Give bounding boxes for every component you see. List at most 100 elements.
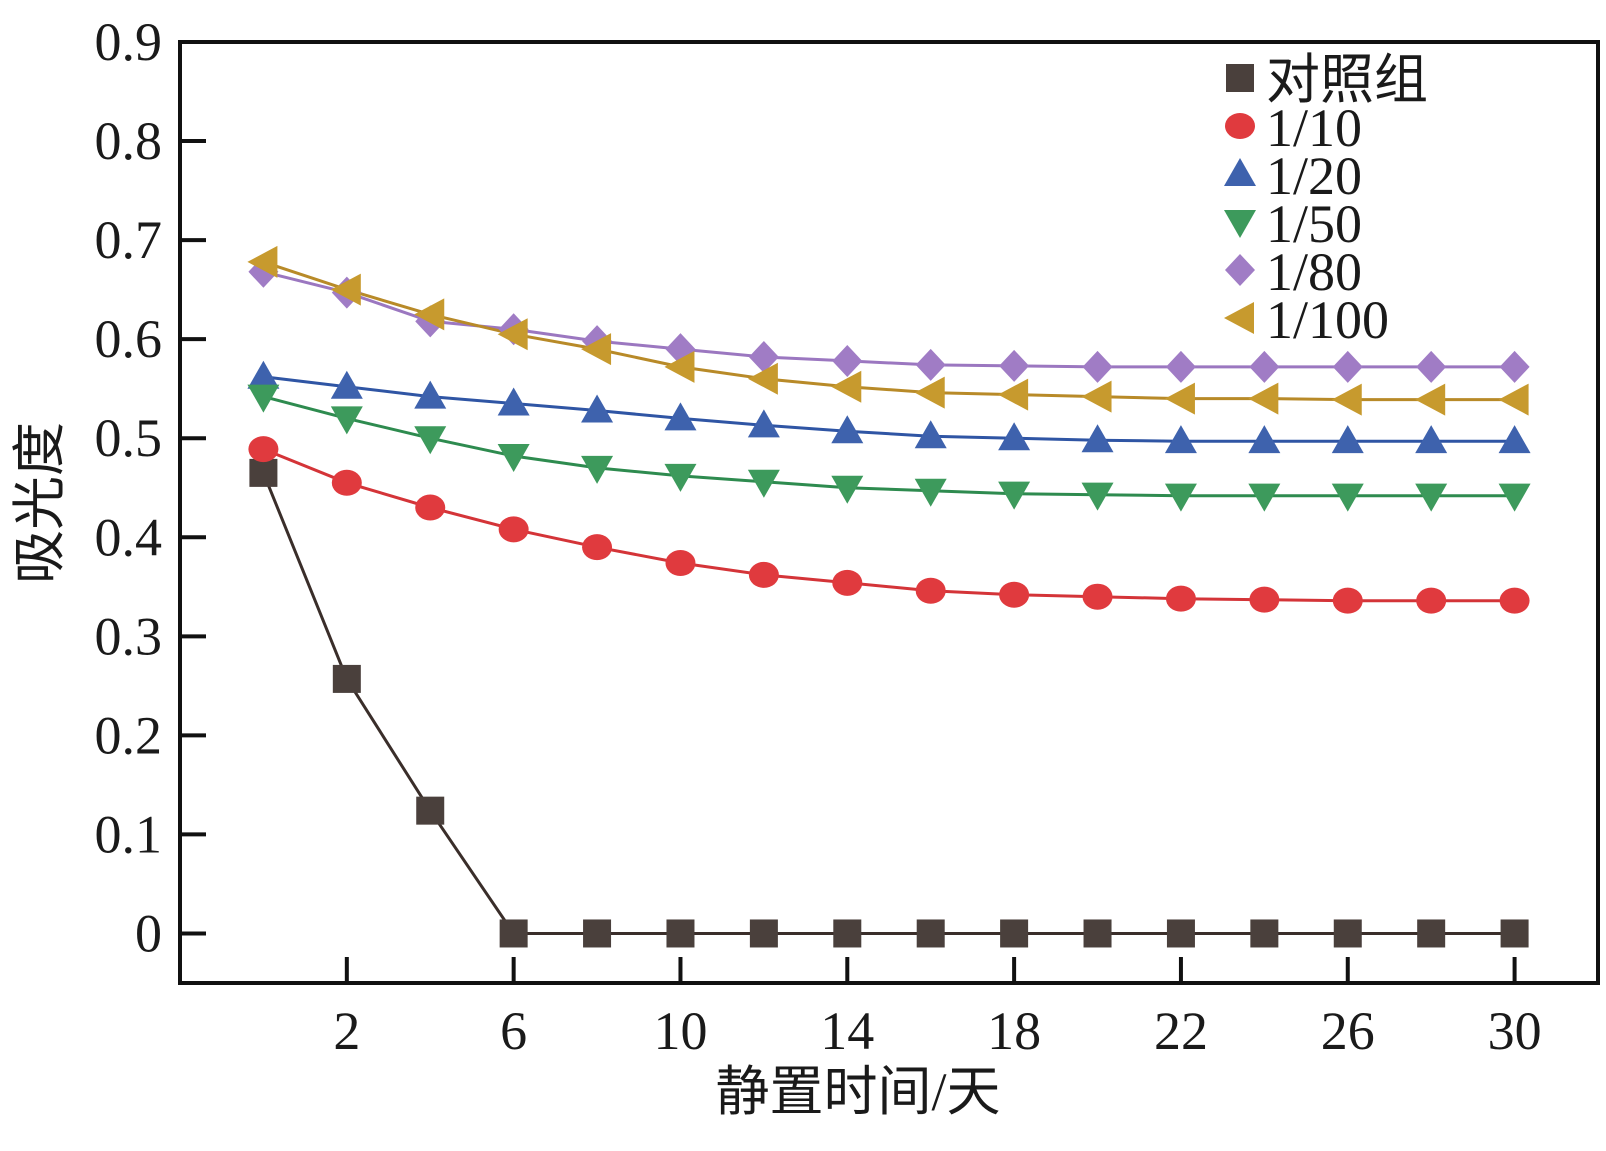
x-tick-label: 14 [820,1001,874,1061]
data-point [416,796,445,825]
data-point [247,360,280,389]
data-point [248,436,279,463]
data-point [1081,424,1114,453]
legend-marker [1224,158,1256,186]
data-point [1164,483,1197,512]
x-tick-label: 22 [1154,1001,1208,1061]
y-tick-label: 0.9 [95,12,163,72]
legend-marker [1226,64,1254,92]
data-point [249,458,278,487]
y-tick-label: 0.2 [95,705,163,765]
data-point [915,577,946,604]
data-point [998,422,1031,451]
data-point [914,420,947,449]
data-point [1081,380,1112,413]
data-point [1165,585,1196,612]
data-point [247,384,280,413]
data-point [581,333,612,366]
data-point [664,463,697,492]
legend-label: 对照组 [1266,50,1428,110]
data-point [999,581,1030,608]
data-point [914,478,947,507]
y-tick-label: 0.6 [95,309,163,369]
data-point [414,426,447,455]
data-point [1331,425,1364,454]
data-point [1082,583,1113,610]
legend-label: 1/50 [1266,194,1362,254]
plot-frame [178,40,1600,985]
y-tick-label: 0.8 [95,111,163,171]
data-point [1498,425,1531,454]
data-point [916,919,945,948]
data-point [247,245,278,278]
data-point [1000,919,1029,948]
data-point [498,516,529,543]
data-point [497,444,530,473]
data-point [1416,587,1447,614]
data-point [1248,382,1279,415]
x-tick-label: 10 [653,1001,707,1061]
data-point [1331,383,1362,416]
x-tick-label: 26 [1321,1001,1375,1061]
data-point [833,919,862,948]
data-point [665,550,696,577]
legend-label: 1/100 [1266,290,1389,350]
x-tick-label: 6 [500,1001,527,1061]
data-point [332,664,361,693]
data-point [1415,483,1448,512]
legend-marker [1225,254,1255,286]
y-tick-label: 0.4 [95,507,163,567]
data-point [1164,382,1195,415]
data-point [1499,350,1530,383]
data-point [1332,587,1363,614]
data-point [831,370,862,403]
y-axis-title: 吸光度 [10,422,70,584]
data-point [330,273,361,306]
data-point [1249,350,1280,383]
data-point [583,919,612,948]
series-line [262,260,1515,402]
data-point [664,350,695,383]
data-point [999,349,1030,382]
data-point [581,394,614,423]
legend-label: 1/10 [1266,98,1362,158]
data-point [915,348,946,381]
y-tick-label: 0.1 [95,804,163,864]
data-point [248,255,279,288]
data-point [1333,919,1362,948]
data-point [1500,919,1529,948]
legend-label: 1/20 [1266,146,1362,206]
axes: 00.10.20.30.40.50.60.70.80.92 6 10 14 18 22 26… [95,12,1600,1061]
x-tick-label: 18 [987,1001,1041,1061]
data-point [331,469,362,496]
data-point [1082,350,1113,383]
data-point [497,318,528,351]
y-tick-label: 0.3 [95,606,163,666]
data-point [1083,919,1112,948]
data-point [747,362,778,395]
series-layer [247,245,1531,948]
data-point [1499,587,1530,614]
data-point [415,494,446,521]
y-tick-label: 0.5 [95,408,163,468]
data-point [832,569,863,596]
data-point [748,340,779,373]
data-point [831,415,864,444]
data-point [998,481,1031,510]
data-point [1164,425,1197,454]
data-point [832,344,863,377]
data-point [1250,919,1279,948]
data-point [1415,425,1448,454]
data-point [1166,919,1195,948]
data-point [831,475,864,504]
data-point [1332,350,1363,383]
data-point [330,370,363,399]
data-point [1249,586,1280,613]
data-point [749,919,778,948]
x-tick-label: 2 [333,1001,360,1061]
data-point [664,402,697,431]
data-point [1248,425,1281,454]
